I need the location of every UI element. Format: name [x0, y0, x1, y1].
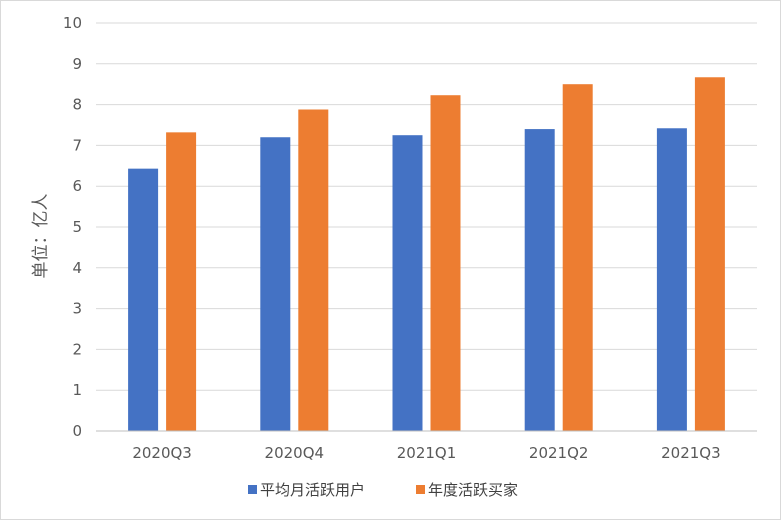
y-tick-label: 0: [72, 422, 82, 440]
x-tick-label: 2020Q4: [265, 444, 325, 462]
bar-annual-active-buyers-2021Q3: [694, 77, 725, 431]
x-tick-label: 2021Q1: [397, 444, 457, 462]
bar-annual-active-buyers-2021Q1: [430, 95, 461, 431]
y-tick-label: 5: [72, 218, 82, 236]
x-tick-label: 2020Q3: [132, 444, 192, 462]
y-tick-label: 8: [72, 96, 82, 114]
bar-annual-active-buyers-2020Q4: [298, 109, 329, 431]
x-tick-label: 2021Q2: [529, 444, 589, 462]
y-axis-label: 单位：亿人: [31, 194, 51, 279]
bar-monthly-active-users-2020Q4: [260, 137, 291, 432]
x-axis-ticks: 2020Q3 2020Q4 2021Q1 2021Q2 2021Q3: [132, 444, 720, 462]
y-tick-label: 4: [72, 259, 82, 277]
bar-monthly-active-users-2020Q3: [128, 168, 159, 431]
legend-swatch: [248, 485, 257, 494]
bar-annual-active-buyers-2020Q3: [166, 132, 197, 431]
y-tick-label: 9: [72, 55, 82, 73]
y-tick-label: 3: [72, 300, 82, 318]
legend-label: 平均月活跃用户: [260, 481, 365, 499]
bars: [128, 77, 725, 432]
gridlines: [96, 22, 757, 391]
bar-monthly-active-users-2021Q1: [392, 135, 423, 431]
bar-monthly-active-users-2021Q2: [524, 129, 555, 431]
y-tick-label: 7: [72, 136, 82, 154]
legend: 平均月活跃用户 年度活跃买家: [248, 481, 518, 499]
legend-label: 年度活跃买家: [428, 481, 518, 499]
y-tick-label: 1: [72, 381, 82, 399]
legend-swatch: [416, 485, 425, 494]
bar-annual-active-buyers-2021Q2: [562, 84, 593, 431]
y-tick-label: 10: [63, 14, 82, 32]
y-tick-label: 2: [72, 340, 82, 358]
y-tick-label: 6: [72, 177, 82, 195]
bar-monthly-active-users-2021Q3: [656, 128, 687, 431]
x-tick-label: 2021Q3: [661, 444, 721, 462]
y-axis-ticks: 0 1 2 3 4 5 6 7 8 9 10: [63, 14, 82, 440]
